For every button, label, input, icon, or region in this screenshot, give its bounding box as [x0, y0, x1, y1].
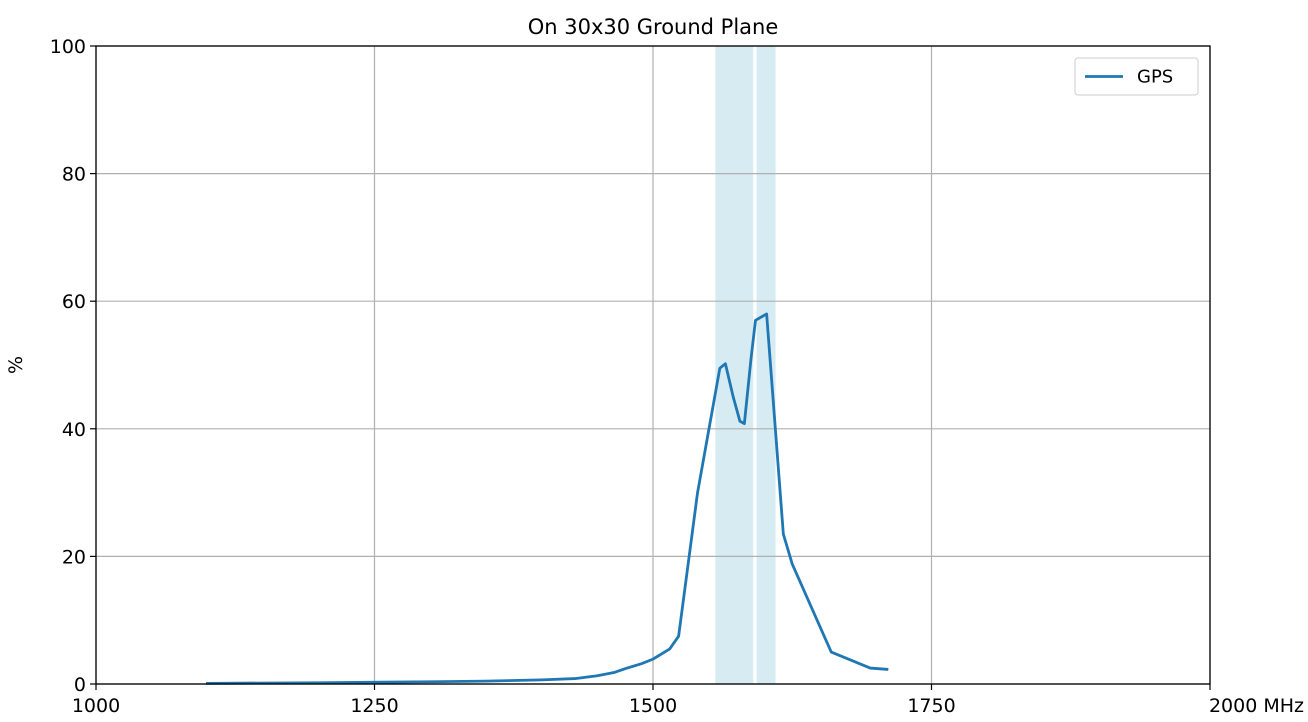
y-tick-label-4: 80	[62, 164, 86, 186]
band-1	[757, 46, 776, 684]
y-tick-label-0: 0	[74, 674, 86, 696]
chart-title: On 30x30 Ground Plane	[528, 15, 779, 39]
x-tick-label-1: 1250	[350, 695, 398, 717]
y-tick-label-3: 60	[62, 291, 86, 313]
y-tick-label-1: 20	[62, 546, 86, 568]
band-0	[715, 46, 753, 684]
y-tick-label-5: 100	[50, 36, 86, 58]
x-tick-label-0: 1000	[72, 695, 120, 717]
legend-label-0: GPS	[1137, 67, 1173, 88]
x-tick-label-2: 1500	[629, 695, 677, 717]
x-tick-label-3: 1750	[907, 695, 955, 717]
legend: GPS	[1075, 58, 1198, 95]
x-tick-label-4: 2000 MHz	[1209, 695, 1304, 717]
y-axis-label: %	[5, 356, 27, 374]
y-tick-label-2: 40	[62, 419, 86, 441]
